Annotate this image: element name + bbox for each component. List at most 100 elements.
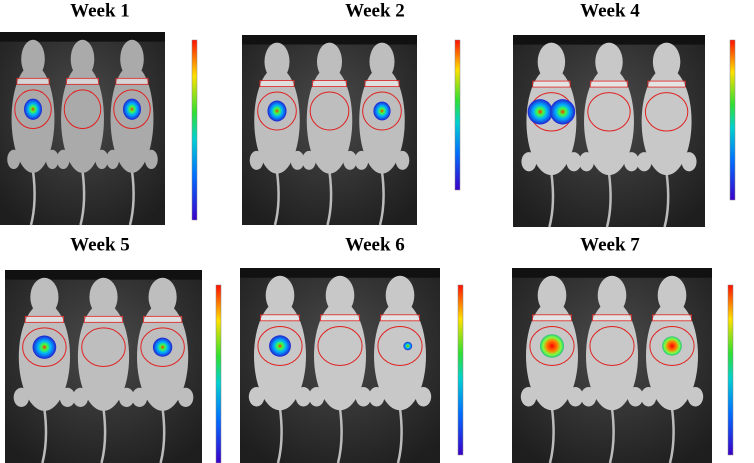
roi-label — [364, 80, 400, 87]
roi-circle — [362, 91, 402, 131]
stage-bar — [242, 35, 417, 45]
mouse-body — [646, 301, 698, 411]
roi-circle — [644, 92, 689, 132]
mouse-leg — [144, 149, 158, 170]
mouse-body — [584, 67, 634, 176]
stage-bar — [0, 32, 165, 42]
tail — [396, 408, 403, 463]
mouse-leg — [248, 386, 265, 407]
color-bar — [454, 39, 461, 191]
mouse-leg — [521, 152, 537, 172]
roi-circle — [14, 89, 52, 129]
tail — [378, 171, 385, 226]
signal — [32, 335, 57, 359]
mouse-leg — [56, 149, 70, 170]
panel: Week 7 — [512, 234, 734, 463]
mouse-leg — [295, 386, 312, 407]
roi-circle — [377, 326, 423, 366]
mouse-leg — [302, 150, 316, 170]
signal — [373, 101, 391, 121]
panel: Week 4 — [513, 0, 736, 228]
roi-circle — [257, 91, 297, 131]
roi-circle — [140, 327, 185, 368]
tail — [276, 408, 283, 463]
color-bar — [729, 39, 736, 201]
roi-label — [83, 315, 124, 323]
roi-label — [312, 80, 347, 87]
mouse-leg — [118, 387, 135, 408]
signal — [403, 341, 413, 351]
mouse-leg — [636, 152, 652, 172]
signal — [550, 99, 576, 125]
roi-circle — [309, 91, 350, 131]
panel-title: Week 1 — [70, 0, 130, 21]
mouse-body — [359, 67, 405, 174]
mouse-leg — [567, 386, 584, 407]
tail — [79, 170, 86, 226]
roi-circle — [113, 89, 151, 129]
tail — [605, 173, 612, 228]
panel: Week 6 — [240, 234, 464, 463]
mouse-leg — [45, 149, 59, 170]
roi-label — [380, 314, 420, 322]
tail — [548, 173, 555, 228]
mouse-leg — [355, 386, 372, 407]
roi-circle — [257, 326, 303, 366]
signal — [269, 335, 291, 357]
color-bar — [727, 284, 734, 456]
mouse-leg — [623, 152, 639, 172]
signal — [539, 334, 565, 358]
mouse-leg — [290, 150, 305, 170]
mouse-body — [526, 67, 577, 176]
roi-label — [532, 80, 571, 88]
roi-label — [66, 77, 99, 85]
roi-circle — [589, 326, 635, 366]
roi-label — [652, 314, 692, 322]
color-bar — [457, 284, 464, 456]
roi-label — [589, 80, 629, 88]
tail — [336, 408, 343, 463]
roi-circle — [317, 326, 363, 366]
tail — [159, 408, 166, 463]
mouse-body — [306, 67, 353, 174]
mouse-leg — [395, 150, 410, 170]
mouse-leg — [640, 386, 657, 407]
mouse-leg — [308, 386, 325, 407]
tail — [326, 171, 333, 226]
roi-label — [647, 80, 686, 88]
mouse-leg — [627, 386, 644, 407]
mouse-leg — [106, 149, 120, 170]
roi-circle — [587, 92, 631, 132]
tail — [273, 171, 280, 226]
panel-title: Week 2 — [345, 0, 405, 21]
mouse-leg — [7, 149, 21, 170]
signal — [527, 99, 553, 125]
signal — [267, 100, 287, 122]
mouse-leg — [131, 387, 148, 408]
stage-bar — [5, 270, 202, 280]
signal — [662, 336, 682, 356]
mouse-leg — [72, 387, 89, 408]
tail — [548, 408, 555, 463]
mouse-leg — [59, 387, 76, 408]
stage-bar — [513, 35, 705, 45]
roi-label — [24, 315, 65, 323]
roi-circle — [22, 327, 67, 368]
roi-circle — [81, 327, 126, 368]
mouse-leg — [681, 152, 697, 172]
roi-label — [259, 80, 295, 87]
panel-title: Week 6 — [345, 234, 405, 255]
mouse-leg — [13, 387, 30, 408]
mouse-body — [77, 302, 130, 411]
roi-circle — [63, 89, 102, 129]
tail — [29, 170, 36, 226]
roi-circle — [529, 326, 575, 366]
roi-label — [115, 77, 149, 85]
panel-title: Week 5 — [70, 234, 130, 255]
mouse-body — [136, 302, 189, 411]
stage-bar — [240, 268, 440, 278]
roi-label — [142, 315, 183, 323]
mouse-leg — [687, 386, 704, 407]
panel-title: Week 7 — [580, 234, 640, 255]
